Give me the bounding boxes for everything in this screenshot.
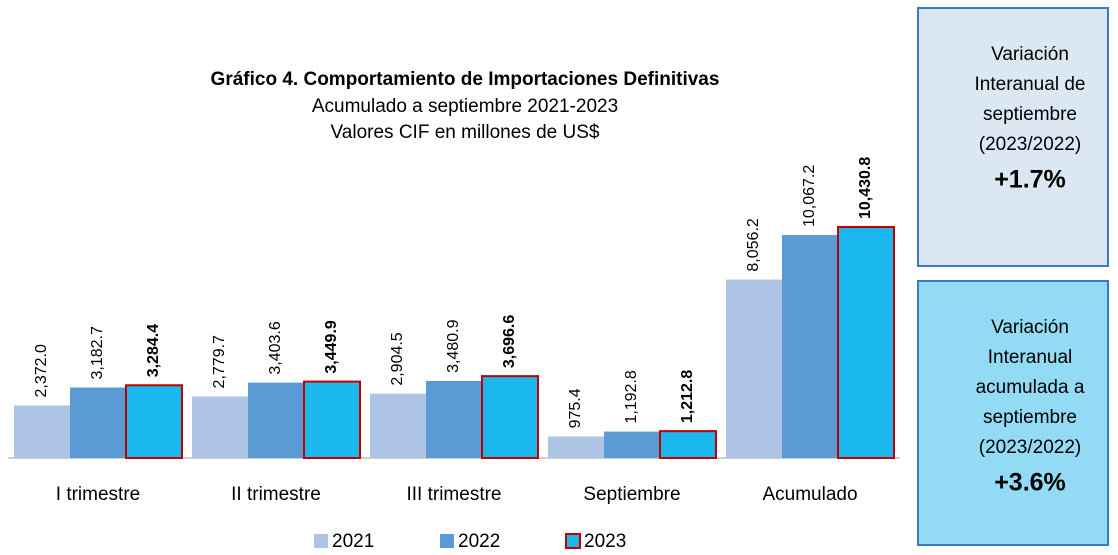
box-text: septiembre	[983, 104, 1077, 125]
value-label: 3,449.9	[323, 320, 340, 373]
legend-label: 2022	[458, 531, 500, 552]
bar	[70, 387, 126, 458]
value-label: 10,067.2	[801, 165, 818, 227]
bar	[481, 375, 539, 460]
legend-swatch	[314, 534, 328, 548]
box-text: Variación	[991, 44, 1069, 65]
bar	[303, 380, 361, 460]
chart-subtitle: Acumulado a septiembre 2021-2023	[312, 96, 618, 117]
box-value: +1.7%	[994, 166, 1066, 194]
x-tick-label: I trimestre	[56, 484, 140, 505]
value-label: 2,904.5	[389, 332, 406, 385]
bar	[726, 279, 782, 458]
bar	[14, 405, 70, 458]
value-label: 975.4	[567, 388, 584, 428]
value-label: 3,696.6	[501, 315, 518, 368]
value-label: 3,182.7	[89, 326, 106, 379]
box-text: septiembre	[983, 407, 1077, 428]
legend-swatch	[440, 534, 454, 548]
value-label: 1,192.8	[623, 370, 640, 423]
legend-swatch	[565, 533, 581, 549]
box-text: (2023/2022)	[979, 437, 1081, 458]
info-box	[917, 280, 1109, 546]
info-box	[917, 7, 1109, 267]
bar	[370, 393, 426, 458]
bar	[192, 396, 248, 458]
value-label: 1,212.8	[679, 370, 696, 423]
x-tick-label: II trimestre	[231, 484, 321, 505]
x-tick-label: III trimestre	[406, 484, 501, 505]
value-label: 3,480.9	[445, 319, 462, 372]
box-text: (2023/2022)	[979, 134, 1081, 155]
legend-label: 2023	[584, 531, 626, 552]
legend-label: 2021	[332, 531, 374, 552]
value-label: 3,403.6	[267, 321, 284, 374]
box-text: Interanual de	[975, 74, 1086, 95]
box-text: acumulada a	[976, 377, 1085, 398]
box-text: Interanual	[988, 347, 1073, 368]
box-value: +3.6%	[994, 469, 1066, 497]
bar	[548, 436, 604, 458]
bar	[837, 226, 895, 459]
chart-subtitle: Valores CIF en millones de US$	[331, 122, 600, 143]
bar	[248, 382, 304, 458]
x-tick-label: Acumulado	[762, 484, 857, 505]
value-label: 2,779.7	[211, 335, 228, 388]
value-label: 8,056.2	[745, 218, 762, 271]
box-text: Variación	[991, 317, 1069, 338]
value-label: 3,284.4	[145, 324, 162, 377]
chart-title: Gráfico 4. Comportamiento de Importacion…	[211, 69, 720, 90]
x-tick-label: Septiembre	[583, 484, 680, 505]
value-label: 10,430.8	[857, 157, 874, 219]
value-label: 2,372.0	[33, 344, 50, 397]
bar	[125, 384, 183, 459]
bar	[782, 235, 838, 458]
bar	[604, 431, 660, 458]
bar	[659, 430, 717, 459]
bar	[426, 380, 482, 458]
